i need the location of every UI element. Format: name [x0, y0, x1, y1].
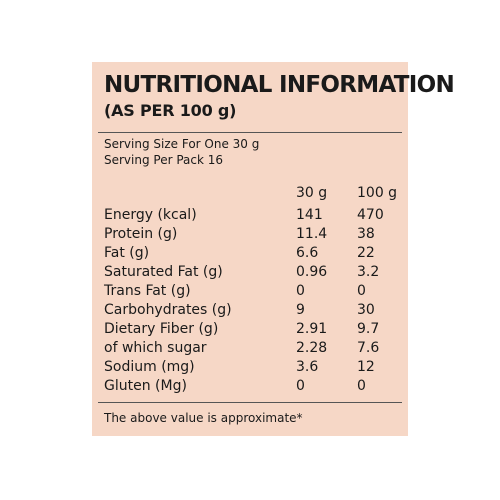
nutrient-value-30g: 0 [296, 283, 305, 299]
serving-size: Serving Size For One 30 g [104, 137, 260, 151]
nutrient-value-100g: 12 [357, 359, 375, 375]
nutrient-row: Energy (kcal) 141 470 [104, 206, 404, 225]
nutrient-value-100g: 38 [357, 226, 375, 242]
nutrient-value-100g: 7.6 [357, 340, 380, 356]
nutrient-value-100g: 0 [357, 378, 366, 394]
bottom-divider [98, 402, 402, 403]
nutrient-value-100g: 30 [357, 302, 375, 318]
nutrient-value-30g: 0.96 [296, 264, 328, 280]
nutrient-name: of which sugar [104, 340, 207, 356]
nutrition-label: NUTRITIONAL INFORMATION (AS PER 100 g) S… [92, 62, 455, 436]
nutrient-value-30g: 6.6 [296, 245, 319, 261]
nutrient-table-header: 30 g 100 g [104, 180, 404, 206]
nutrient-name: Dietary Fiber (g) [104, 321, 219, 337]
nutrient-value-100g: 0 [357, 283, 366, 299]
nutrient-name: Carbohydrates (g) [104, 302, 232, 318]
nutrient-row: Sodium (mg) 3.6 12 [104, 358, 404, 377]
nutrient-value-100g: 470 [357, 207, 384, 223]
nutrient-row: Protein (g) 11.4 38 [104, 225, 404, 244]
nutrient-name: Protein (g) [104, 226, 178, 242]
nutrient-value-30g: 3.6 [296, 359, 319, 375]
label-subtitle: (AS PER 100 g) [104, 101, 237, 120]
top-divider [98, 132, 402, 133]
nutrient-value-30g: 9 [296, 302, 305, 318]
nutrient-row: Gluten (Mg) 0 0 [104, 377, 404, 396]
nutrient-value-100g: 22 [357, 245, 375, 261]
label-title: NUTRITIONAL INFORMATION [104, 72, 455, 98]
nutrient-row: Saturated Fat (g) 0.96 3.2 [104, 263, 404, 282]
nutrient-name: Saturated Fat (g) [104, 264, 223, 280]
nutrient-name: Trans Fat (g) [104, 283, 191, 299]
nutrient-value-30g: 0 [296, 378, 305, 394]
serving-per-pack: Serving Per Pack 16 [104, 153, 224, 167]
nutrient-value-30g: 11.4 [296, 226, 328, 242]
nutrient-row: Fat (g) 6.6 22 [104, 244, 404, 263]
nutrient-row: Carbohydrates (g) 9 30 [104, 301, 404, 320]
nutrient-value-30g: 141 [296, 207, 323, 223]
nutrient-name: Energy (kcal) [104, 207, 197, 223]
nutrient-value-100g: 9.7 [357, 321, 380, 337]
nutrient-row: Trans Fat (g) 0 0 [104, 282, 404, 301]
nutrient-table: 30 g 100 g Energy (kcal) 141 470 Protein… [104, 180, 404, 396]
nutrient-name: Sodium (mg) [104, 359, 195, 375]
nutrient-row: of which sugar 2.28 7.6 [104, 339, 404, 358]
nutrient-row: Dietary Fiber (g) 2.91 9.7 [104, 320, 404, 339]
column-header-100g: 100 g [357, 185, 398, 201]
column-header-30g: 30 g [296, 185, 328, 201]
nutrient-value-100g: 3.2 [357, 264, 380, 280]
nutrient-value-30g: 2.28 [296, 340, 328, 356]
nutrient-name: Fat (g) [104, 245, 150, 261]
approximation-note: The above value is approximate* [104, 411, 303, 425]
nutrient-name: Gluten (Mg) [104, 378, 187, 394]
nutrient-value-30g: 2.91 [296, 321, 328, 337]
